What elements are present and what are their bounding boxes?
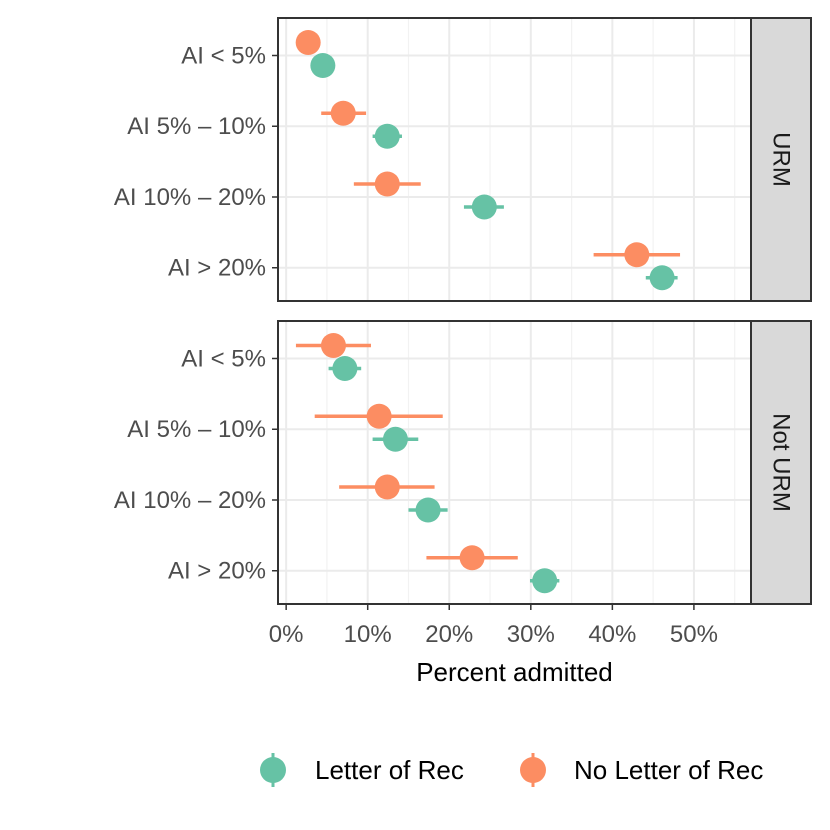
data-point [332,355,358,381]
data-point [532,568,558,594]
data-point [415,497,441,523]
facet-strip [750,320,812,605]
x-tick-label: 30% [507,621,555,648]
legend-key-point [260,757,286,783]
data-point [624,242,650,268]
panel-urm: AI < 5% AI 5% – 10% AI 10% – 20% AI > 20% UR… [114,17,812,302]
x-tick-label: 40% [588,621,636,648]
y-tick-label: AI > 20% [168,558,266,585]
data-point [382,426,408,452]
y-tick-label: AI > 20% [168,255,266,282]
y-tick-label: AI 5% – 10% [127,416,266,443]
data-point [374,171,400,197]
x-tick-label: 20% [425,621,473,648]
data-point [374,474,400,500]
y-tick-label: AI 5% – 10% [127,113,266,140]
y-tick-label: AI < 5% [181,345,266,372]
data-point [366,403,392,429]
y-tick-label: AI < 5% [181,42,266,69]
legend-label: Letter of Rec [315,755,464,785]
facet-strip [750,17,812,302]
x-tick-label: 10% [344,621,392,648]
y-tick-label: AI 10% – 20% [114,487,266,514]
panel-background [278,18,751,301]
data-point [320,332,346,358]
data-point [471,194,497,220]
data-point [374,123,400,149]
facet-label: Not URM [768,413,795,512]
data-point [295,29,321,55]
data-point [459,545,485,571]
legend-label: No Letter of Rec [574,755,763,785]
legend-key-point [520,757,546,783]
data-point [330,100,356,126]
y-tick-label: AI 10% – 20% [114,184,266,211]
x-axis-title: Percent admitted [416,657,613,687]
legend: Letter of Rec No Letter of Rec [260,753,763,787]
panel-not-urm: AI < 5% AI 5% – 10% AI 10% – 20% AI > 20% No… [114,320,812,605]
data-point [310,52,336,78]
data-point [649,265,675,291]
x-tick-label: 50% [670,621,718,648]
facet-label: URM [768,132,795,187]
x-tick-label: 0% [269,621,304,648]
